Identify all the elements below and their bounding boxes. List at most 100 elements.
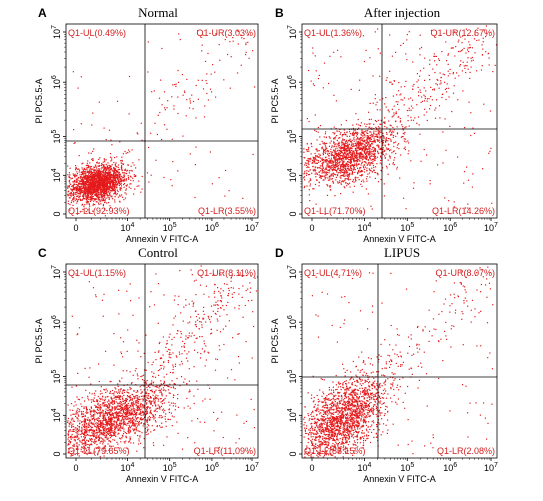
data-point — [369, 137, 372, 139]
data-point — [359, 125, 361, 127]
data-point — [110, 190, 112, 192]
data-point — [328, 160, 330, 162]
data-point — [97, 183, 99, 185]
data-point — [445, 41, 447, 43]
data-point — [89, 191, 92, 193]
data-point — [99, 425, 101, 427]
data-point — [125, 188, 127, 190]
data-point — [153, 410, 155, 412]
data-point — [333, 156, 335, 158]
data-point — [88, 423, 90, 425]
data-point — [370, 205, 372, 207]
data-point — [114, 193, 116, 195]
data-point — [364, 131, 366, 133]
data-point — [356, 153, 358, 155]
data-point — [401, 136, 403, 138]
data-point — [391, 55, 393, 57]
data-point — [368, 123, 370, 125]
data-point — [113, 433, 115, 435]
data-point — [130, 183, 132, 185]
data-point — [338, 141, 340, 143]
data-point — [308, 170, 310, 172]
scatter-points — [67, 265, 259, 458]
data-point — [348, 169, 350, 171]
data-point — [117, 168, 119, 171]
data-point — [308, 194, 310, 196]
data-point — [153, 398, 155, 400]
data-point — [362, 141, 364, 143]
data-point — [313, 170, 315, 172]
data-point — [306, 170, 308, 172]
data-point — [92, 203, 95, 205]
data-point — [79, 211, 81, 213]
data-point — [120, 181, 122, 183]
data-point — [96, 182, 98, 184]
data-point — [159, 111, 161, 114]
data-point — [389, 156, 391, 158]
data-point — [358, 155, 360, 157]
data-point — [79, 177, 81, 179]
data-point — [372, 102, 374, 104]
data-point — [318, 156, 320, 158]
data-point — [333, 150, 335, 152]
data-point — [109, 172, 111, 174]
data-point — [317, 131, 319, 133]
data-point — [113, 187, 116, 189]
data-point — [352, 164, 354, 166]
data-point — [336, 162, 338, 164]
data-point — [344, 141, 346, 143]
data-point — [114, 189, 116, 191]
data-point — [320, 177, 322, 179]
data-point — [185, 338, 187, 340]
data-point — [319, 176, 321, 179]
data-point — [92, 195, 94, 198]
data-point — [372, 162, 374, 165]
data-point — [325, 156, 327, 158]
data-point — [396, 133, 399, 135]
data-point — [308, 163, 310, 166]
data-point — [120, 160, 122, 162]
data-point — [357, 164, 359, 166]
data-point — [348, 128, 351, 131]
data-point — [85, 189, 87, 191]
data-point — [472, 173, 474, 175]
y-axis-label: PI PC5.5-A — [34, 78, 44, 123]
data-point — [357, 137, 359, 139]
data-point — [368, 146, 370, 148]
data-point — [367, 154, 369, 156]
data-point — [114, 163, 116, 165]
data-point — [196, 337, 198, 339]
data-point — [117, 184, 119, 186]
data-point — [322, 142, 324, 144]
data-point — [373, 154, 375, 156]
data-point — [390, 140, 392, 142]
data-point — [371, 149, 373, 151]
data-point — [133, 402, 135, 405]
data-point — [101, 193, 103, 196]
data-point — [193, 334, 195, 337]
data-point — [126, 370, 128, 372]
data-point — [79, 183, 81, 185]
data-point — [390, 133, 392, 136]
data-point — [119, 175, 121, 177]
data-point — [359, 171, 361, 173]
data-point — [168, 401, 170, 403]
data-point — [81, 173, 83, 176]
data-point — [382, 144, 384, 147]
data-point — [389, 138, 391, 140]
data-point — [124, 432, 126, 434]
data-point — [419, 48, 421, 50]
data-point — [135, 414, 137, 416]
data-point — [456, 72, 458, 74]
data-point — [76, 445, 78, 448]
data-point — [396, 144, 399, 146]
data-point — [103, 189, 105, 191]
data-point — [138, 420, 140, 423]
data-point — [113, 184, 115, 186]
data-point — [328, 166, 330, 168]
data-point — [393, 112, 395, 114]
data-point — [79, 174, 81, 176]
data-point — [86, 201, 88, 203]
data-point — [354, 169, 356, 171]
data-point — [387, 138, 389, 140]
